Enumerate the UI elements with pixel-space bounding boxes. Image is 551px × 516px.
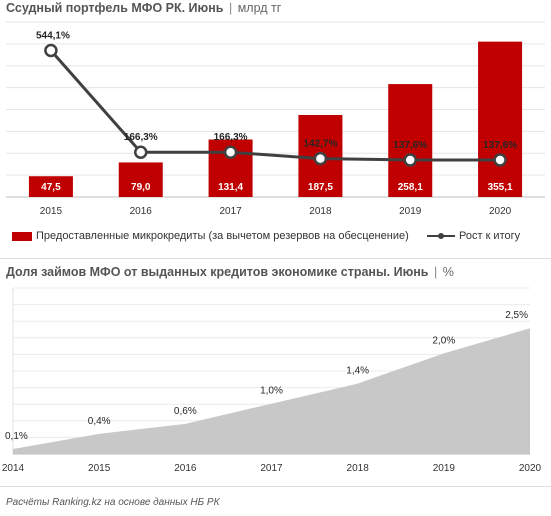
bar-label-2018: 187,5 xyxy=(308,182,333,193)
chart2-unit: % xyxy=(442,265,454,279)
legend-item-bars: Предоставленные микрокредиты (за вычетом… xyxy=(12,230,409,242)
growth-point-2016 xyxy=(134,145,148,159)
share-label-2020: 2,5% xyxy=(505,310,528,321)
growth-label-2019: 137,6% xyxy=(393,140,427,151)
growth-label-2016: 166,3% xyxy=(124,132,158,143)
x-tick-2019: 2019 xyxy=(433,463,456,474)
growth-label-2020: 137,6% xyxy=(483,140,517,151)
chart2-title-text: Доля займов МФО от выданных кредитов эко… xyxy=(6,265,429,279)
x-tick-2020: 2020 xyxy=(489,206,512,217)
legend-line-marker-icon xyxy=(427,231,455,241)
growth-point-2018 xyxy=(313,151,328,166)
share-label-2016: 0,6% xyxy=(174,406,197,417)
x-tick-2019: 2019 xyxy=(399,206,422,217)
growth-point-2019 xyxy=(403,153,417,167)
legend-item-line: Рост к итогу xyxy=(427,230,520,242)
share-label-2019: 2,0% xyxy=(432,335,455,346)
bar-label-2019: 258,1 xyxy=(398,182,423,193)
x-tick-2018: 2018 xyxy=(347,463,370,474)
share-label-2015: 0,4% xyxy=(88,416,111,427)
x-tick-2016: 2016 xyxy=(130,206,153,217)
growth-label-2018: 142,7% xyxy=(303,139,337,150)
growth-point-2020 xyxy=(493,153,507,167)
x-tick-2014: 2014 xyxy=(2,463,25,474)
legend-line-label: Рост к итогу xyxy=(459,230,521,242)
source-note: Расчёты Ranking.kz на основе данных НБ Р… xyxy=(6,497,220,508)
chart1-title-separator: | xyxy=(228,1,233,15)
share-label-2018: 1,4% xyxy=(346,366,369,377)
growth-point-2015 xyxy=(44,43,58,58)
x-tick-2020: 2020 xyxy=(519,463,542,474)
bar-label-2016: 79,0 xyxy=(131,182,151,193)
bar-label-2015: 47,5 xyxy=(41,182,61,193)
bar-label-2017: 131,4 xyxy=(218,182,243,193)
share-label-2014: 0,1% xyxy=(5,431,28,442)
bar-label-2020: 355,1 xyxy=(488,182,513,193)
loan-share-chart: 0,1% 0,4% 0,6% 1,0% 1,4% 2,0% 2,5% 2014 2015 2016… xyxy=(2,287,542,474)
growth-label-2015: 544,1% xyxy=(36,31,70,42)
chart1-title: Ссудный портфель МФО РК. Июнь | млрд тг xyxy=(6,1,281,15)
x-tick-2016: 2016 xyxy=(174,463,197,474)
legend-bars-label: Предоставленные микрокредиты (за вычетом… xyxy=(36,230,409,242)
bar-2019 xyxy=(388,84,433,197)
legend-bar-swatch xyxy=(12,231,32,241)
growth-line xyxy=(49,49,501,162)
x-tick-2017: 2017 xyxy=(219,206,242,217)
x-tick-2018: 2018 xyxy=(309,206,332,217)
x-tick-2015: 2015 xyxy=(88,463,111,474)
bar-2016 xyxy=(118,162,163,197)
section-divider xyxy=(0,258,551,259)
loan-portfolio-chart: 47,5 79,0 131,4 187,5 258,1 355,1 544,1% 166,3%… xyxy=(6,21,545,217)
share-label-2017: 1,0% xyxy=(260,386,283,397)
share-area xyxy=(13,328,530,454)
bar-2020 xyxy=(478,41,523,197)
chart2-title-separator: | xyxy=(433,265,438,279)
chart1-title-text: Ссудный портфель МФО РК. Июнь xyxy=(6,1,224,15)
x-tick-2015: 2015 xyxy=(40,206,63,217)
growth-point-2017 xyxy=(223,145,238,159)
x-tick-2017: 2017 xyxy=(260,463,283,474)
chart2-title: Доля займов МФО от выданных кредитов эко… xyxy=(6,265,454,279)
bar-2015 xyxy=(28,176,73,197)
growth-label-2017: 166,3% xyxy=(214,132,248,143)
chart1-unit: млрд тг xyxy=(237,1,282,15)
footer-divider xyxy=(0,486,551,487)
